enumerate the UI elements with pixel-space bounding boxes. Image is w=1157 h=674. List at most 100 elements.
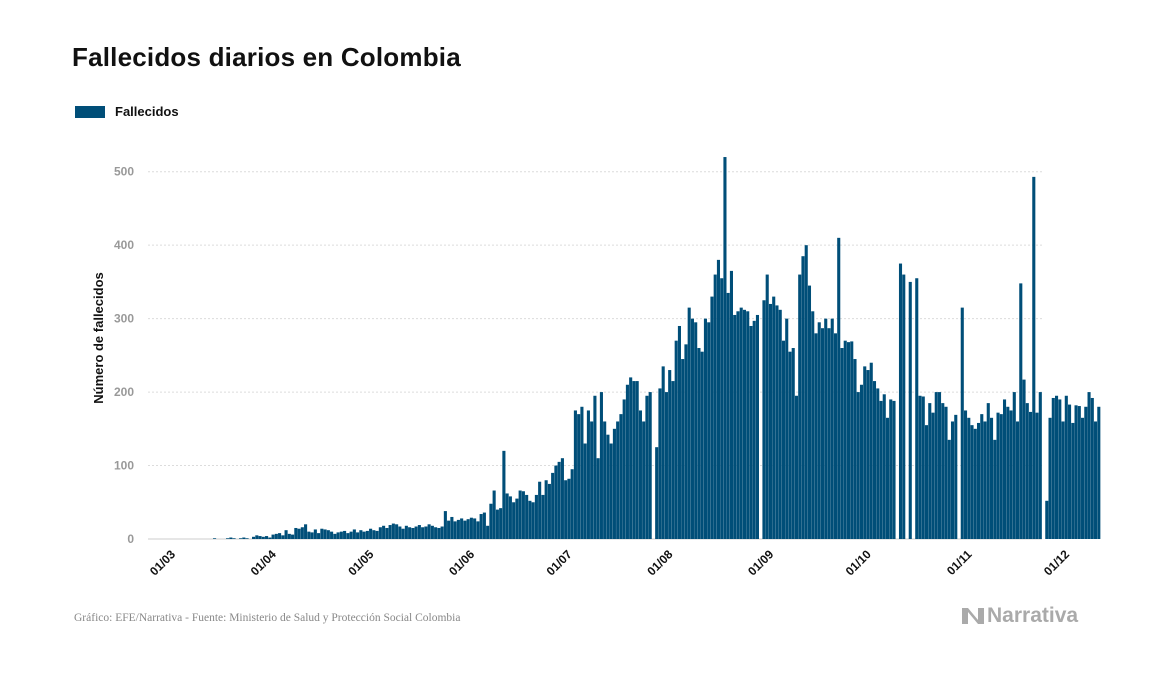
- bar: [382, 525, 386, 539]
- bar: [300, 527, 304, 539]
- bar: [915, 278, 919, 539]
- bar: [297, 528, 301, 539]
- bar: [541, 494, 545, 539]
- x-tick-label: 01/09: [745, 547, 776, 578]
- bar: [720, 278, 724, 539]
- bar: [843, 340, 847, 539]
- bar: [941, 403, 945, 539]
- bar: [866, 370, 870, 539]
- bar: [489, 503, 493, 539]
- bar: [515, 498, 519, 539]
- bar: [937, 392, 942, 539]
- bar: [1097, 406, 1101, 539]
- bar: [609, 443, 613, 539]
- bar: [989, 417, 994, 539]
- bar: [726, 292, 730, 539]
- bar: [993, 439, 997, 539]
- bar: [785, 318, 789, 539]
- bar: [525, 494, 529, 539]
- bar: [352, 529, 356, 539]
- bar: [391, 523, 395, 539]
- bar: [775, 305, 779, 539]
- x-tick-label: 01/06: [446, 547, 477, 578]
- bar: [811, 311, 815, 539]
- bar: [642, 421, 646, 539]
- bar: [1071, 422, 1075, 539]
- bar: [908, 281, 912, 539]
- bar: [369, 528, 373, 539]
- bar: [846, 342, 851, 539]
- bar: [528, 500, 532, 539]
- bar: [469, 517, 473, 539]
- bar: [739, 307, 743, 539]
- bar: [232, 538, 236, 539]
- bar: [885, 417, 890, 539]
- bar: [1006, 406, 1010, 539]
- bar: [365, 530, 369, 539]
- bar: [499, 508, 503, 539]
- bar: [538, 481, 542, 539]
- bar: [1032, 176, 1036, 539]
- bar: [271, 534, 275, 539]
- bar: [281, 535, 285, 539]
- bar: [521, 491, 525, 539]
- bar: [362, 531, 366, 539]
- bar: [460, 518, 464, 539]
- bar: [827, 328, 831, 539]
- bar: [398, 526, 402, 539]
- bar: [1077, 406, 1081, 539]
- bar: [443, 511, 447, 539]
- bar: [1051, 397, 1055, 539]
- bar: [417, 525, 421, 539]
- bar: [960, 307, 964, 539]
- bar: [645, 395, 649, 539]
- bar: [788, 351, 792, 539]
- bar: [508, 496, 512, 539]
- bar: [378, 527, 382, 539]
- bar: [928, 403, 932, 539]
- bar: [593, 395, 597, 539]
- bar: [690, 318, 694, 539]
- x-tick-label: 01/10: [843, 547, 874, 578]
- bar: [567, 478, 571, 539]
- bar: [307, 531, 311, 539]
- bar: [401, 528, 405, 539]
- bar: [255, 535, 259, 539]
- bar: [710, 296, 714, 539]
- bar: [752, 320, 756, 539]
- bar: [830, 318, 834, 539]
- bar: [1038, 392, 1042, 539]
- bar: [700, 351, 704, 539]
- bar: [1068, 404, 1072, 539]
- bar: [625, 384, 629, 539]
- bar: [424, 526, 428, 539]
- bar: [482, 512, 486, 539]
- bar: [456, 519, 460, 539]
- bar: [430, 525, 434, 539]
- bar: [1019, 283, 1023, 539]
- source-note: Gráfico: EFE/Narrativa - Fuente: Ministe…: [74, 612, 461, 624]
- bar: [226, 538, 230, 539]
- bar: [814, 333, 818, 539]
- bar: [1022, 379, 1026, 539]
- bar: [252, 536, 256, 539]
- bar: [934, 392, 938, 539]
- bar: [1029, 411, 1033, 539]
- bar: [950, 421, 955, 539]
- bar: [479, 514, 483, 539]
- bar: [573, 410, 577, 539]
- bar: [274, 533, 278, 539]
- x-tick-label: 01/04: [248, 547, 279, 578]
- bar: [395, 524, 399, 539]
- bar: [245, 538, 249, 539]
- bar: [1081, 417, 1085, 539]
- bar: [924, 425, 929, 539]
- bar: [317, 533, 321, 539]
- bar: [755, 314, 760, 539]
- bar: [707, 322, 711, 539]
- bar: [947, 439, 951, 539]
- bar: [261, 536, 265, 539]
- bar: [668, 370, 672, 539]
- bar: [505, 493, 509, 539]
- legend-label: Fallecidos: [115, 104, 179, 119]
